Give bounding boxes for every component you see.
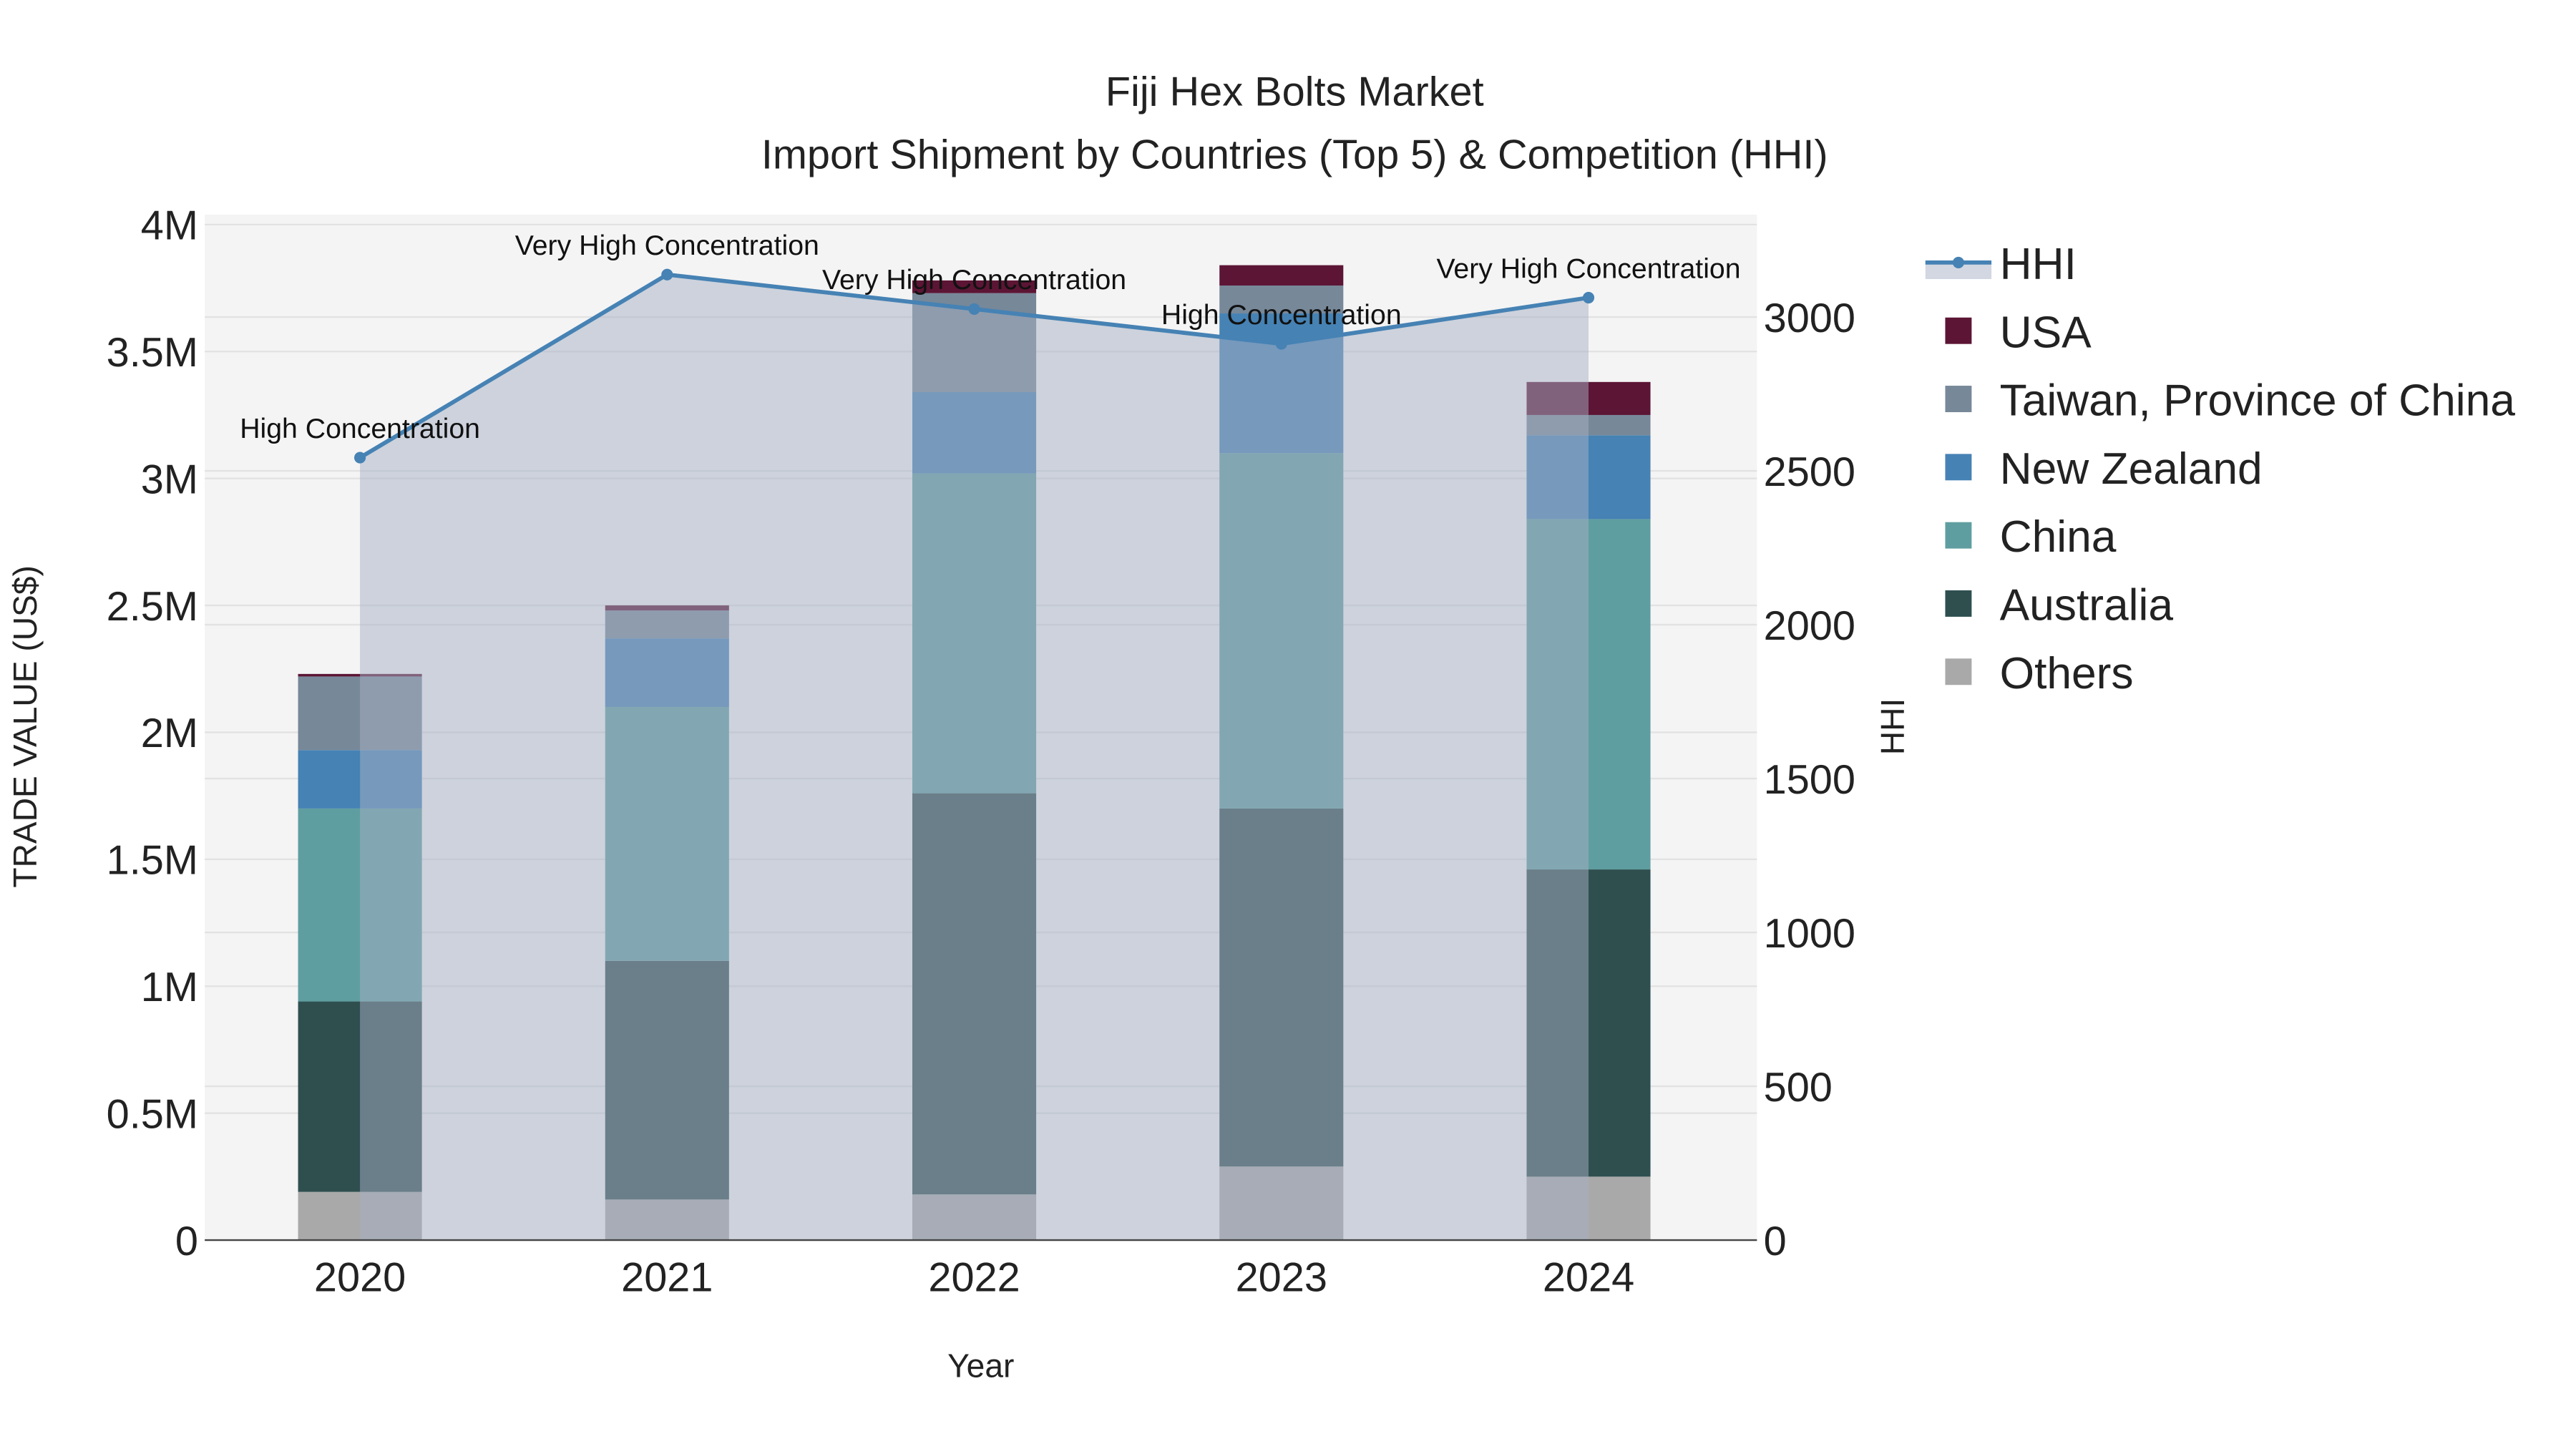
- x-tick-label: 2020: [314, 1255, 406, 1301]
- hhi-point-2020: [354, 452, 366, 464]
- legend-swatch: [1945, 590, 1972, 617]
- y-tick-label: 3.5M: [107, 330, 198, 376]
- bar-usa-2020: [298, 673, 422, 677]
- hhi-annotation: Very High Concentration: [822, 264, 1126, 296]
- x-tick-label: 2023: [1236, 1255, 1327, 1301]
- legend-label: HHI: [2000, 240, 2077, 289]
- legend-swatch: [1945, 658, 1972, 686]
- hhi-annotation: Very High Concentration: [515, 230, 819, 261]
- bar-taiwan-province-of-china-2023: [1219, 286, 1344, 314]
- x-tick-label: 2021: [621, 1255, 713, 1301]
- hhi-annotation: High Concentration: [1161, 299, 1402, 331]
- y-tick-label: 2.5M: [107, 584, 198, 630]
- hhi-annotation: High Concentration: [240, 413, 480, 444]
- legend-swatch: [1945, 522, 1972, 549]
- chart-title: Fiji Hex Bolts Market: [1106, 69, 1484, 115]
- y2-tick-label: 0: [1764, 1219, 1787, 1264]
- y2-tick-label: 500: [1764, 1065, 1833, 1111]
- legend-swatch: [1945, 454, 1972, 481]
- y-tick-label: 1M: [141, 965, 198, 1010]
- y2-tick-label: 2500: [1764, 449, 1855, 495]
- x-tick-label: 2022: [928, 1255, 1020, 1301]
- y2-tick-label: 2000: [1764, 603, 1855, 649]
- legend-swatch-hhi: [1925, 262, 1992, 279]
- y-tick-label: 0.5M: [107, 1091, 198, 1137]
- legend-label: New Zealand: [2000, 444, 2263, 494]
- y-tick-label: 2M: [141, 711, 198, 756]
- hhi-series: High Concentration Very High Concentratio…: [240, 230, 1741, 1241]
- hhi-area: [360, 274, 1589, 1241]
- bar-usa-2023: [1219, 265, 1344, 286]
- x-axis-title: Year: [947, 1347, 1014, 1385]
- legend-swatch: [1945, 386, 1972, 412]
- y2-axis-title: HHI: [1874, 698, 1911, 755]
- chart-subtitle: Import Shipment by Countries (Top 5) & C…: [761, 132, 1828, 177]
- legend-label: USA: [2000, 308, 2092, 357]
- legend-label: China: [2000, 512, 2117, 562]
- y2-tick-label: 3000: [1764, 296, 1855, 341]
- x-tick-label: 2024: [1543, 1255, 1634, 1301]
- y-tick-label: 1.5M: [107, 838, 198, 884]
- legend: HHI USA Taiwan, Province of China New Zeala…: [1925, 240, 2516, 698]
- bar-usa-2022: [912, 280, 1037, 293]
- y2-tick-label: 1000: [1764, 911, 1855, 957]
- hhi-point-2023: [1275, 338, 1287, 350]
- hhi-point-2024: [1582, 291, 1595, 304]
- legend-label: Taiwan, Province of China: [2000, 376, 2516, 426]
- y-tick-label: 0: [175, 1219, 198, 1264]
- legend-label: Others: [2000, 649, 2134, 698]
- hhi-annotation: Very High Concentration: [1436, 253, 1740, 284]
- hhi-point-2022: [968, 303, 980, 315]
- hhi-point-2021: [661, 268, 673, 280]
- legend-swatch: [1945, 317, 1972, 344]
- y-tick-label: 4M: [141, 203, 198, 249]
- y-axis-title: TRADE VALUE (US$): [6, 565, 44, 887]
- axes: 0 0.5M 1M 1.5M 2M 2.5M 3M 3.5M 4M 0 500 1000 1500 200…: [107, 203, 1855, 1301]
- legend-marker-hhi: [1952, 256, 1964, 268]
- y-tick-label: 3M: [141, 457, 198, 502]
- y2-tick-label: 1500: [1764, 757, 1855, 803]
- legend-label: Australia: [2000, 581, 2174, 630]
